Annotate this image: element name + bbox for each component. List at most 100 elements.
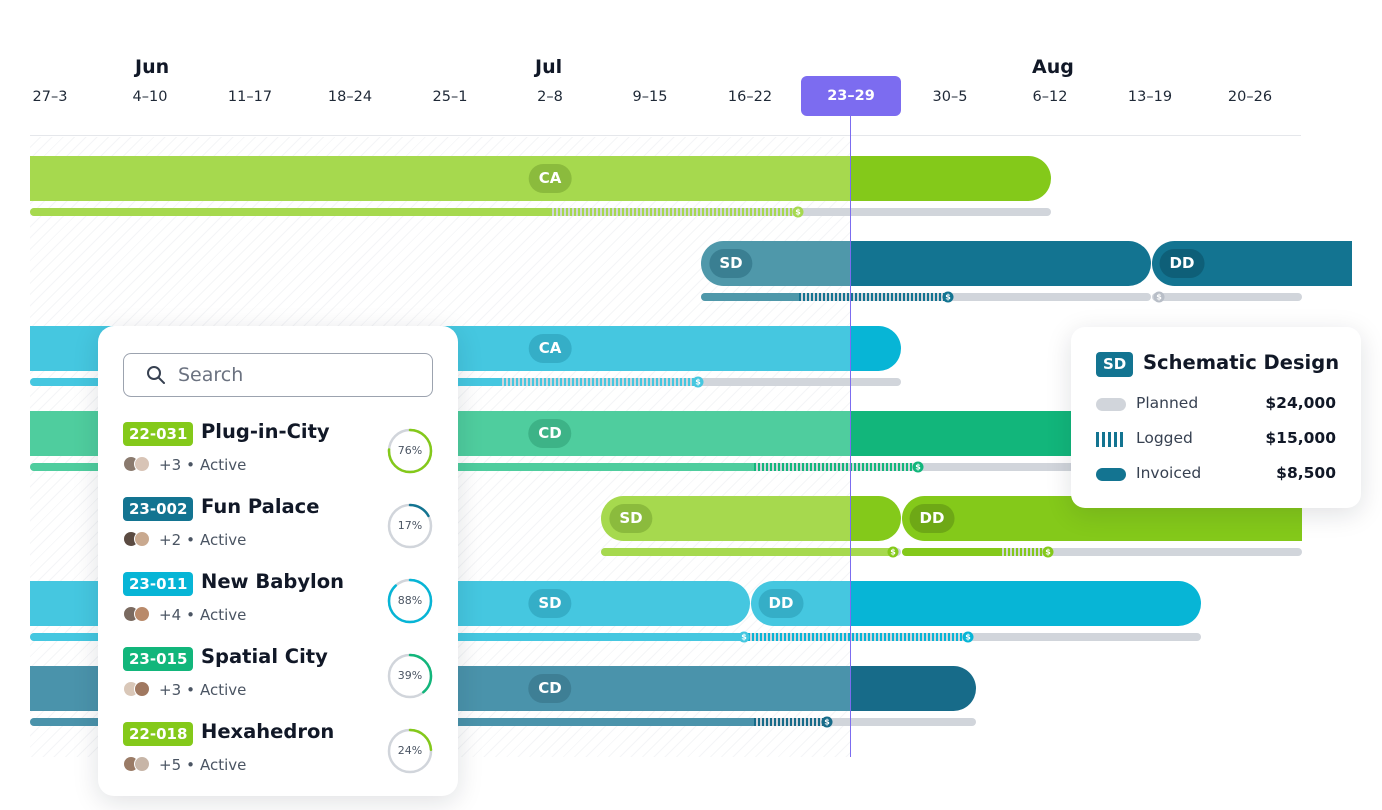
budget-track — [30, 208, 1051, 216]
today-marker-line — [850, 116, 851, 757]
budget-track — [601, 548, 901, 556]
avatar-stack — [123, 456, 157, 474]
extra-members-count: +4 — [159, 606, 182, 624]
week-column-header[interactable]: 11–17 — [227, 89, 273, 105]
project-list-item[interactable]: 22-031 Plug-in-City +3 • Active 76% — [123, 420, 443, 487]
dollar-icon: $ — [792, 206, 804, 218]
avatar-stack — [123, 531, 157, 549]
phase-label: SD — [609, 504, 653, 533]
phase-bar-dd[interactable]: DD — [1152, 241, 1352, 286]
search-placeholder: Search — [178, 364, 244, 386]
dollar-icon: $ — [942, 291, 954, 303]
week-column-header[interactable]: 16–22 — [727, 89, 773, 105]
legend-row-logged: Logged $15,000 — [1096, 428, 1336, 450]
planned-swatch — [1096, 398, 1126, 411]
avatar — [134, 681, 150, 697]
phase-label: CD — [528, 674, 572, 703]
week-column-header[interactable]: 6–12 — [1032, 89, 1068, 105]
progress-ring: 88% — [387, 578, 433, 624]
legend-label: Planned — [1136, 394, 1199, 412]
project-name: Spatial City — [201, 645, 328, 668]
project-status: Active — [199, 606, 247, 624]
project-list-item[interactable]: 23-015 Spatial City +3 • Active 39% — [123, 645, 443, 712]
week-column-header[interactable]: 25–1 — [432, 89, 468, 105]
dollar-icon: $ — [821, 716, 833, 728]
project-code-badge: 23-011 — [123, 572, 194, 596]
week-column-header[interactable]: 2–8 — [537, 89, 563, 105]
legend-row-invoiced: Invoiced $8,500 — [1096, 463, 1336, 485]
phase-label: DD — [1159, 249, 1205, 278]
project-meta: +3 • Active — [123, 456, 246, 474]
progress-ring: 17% — [387, 503, 433, 549]
dollar-icon: $ — [738, 631, 750, 643]
project-list-item[interactable]: 22-018 Hexahedron +5 • Active 24% — [123, 720, 443, 787]
budget-track — [902, 548, 1302, 556]
phase-label: SD — [709, 249, 753, 278]
extra-members-count: +3 — [159, 456, 182, 474]
extra-members-count: +3 — [159, 681, 182, 699]
project-name: Fun Palace — [201, 495, 320, 518]
project-meta: +3 • Active — [123, 681, 246, 699]
phase-bar-sd[interactable]: SD — [701, 241, 1151, 286]
week-column-header[interactable]: 30–5 — [932, 89, 968, 105]
project-status: Active — [199, 456, 247, 474]
project-code-badge: 22-018 — [123, 722, 194, 746]
phase-label: DD — [909, 504, 955, 533]
phase-legend-card: SD Schematic Design Planned $24,000 Logg… — [1071, 327, 1361, 508]
project-status: Active — [199, 756, 247, 774]
project-list-item[interactable]: 23-011 New Babylon +4 • Active 88% — [123, 570, 443, 637]
progress-percent: 17% — [397, 519, 423, 532]
week-column-header[interactable]: 20–26 — [1227, 89, 1273, 105]
current-week-header[interactable]: 23–29 — [801, 76, 901, 116]
progress-percent: 24% — [397, 744, 423, 757]
phase-bar-dd[interactable]: DD — [751, 581, 1201, 626]
avatar — [134, 756, 150, 772]
legend-amount: $15,000 — [1265, 429, 1336, 447]
extra-members-count: +2 — [159, 531, 182, 549]
week-column-header[interactable]: 4–10 — [132, 89, 168, 105]
logged-swatch — [1096, 432, 1126, 447]
phase-label: CA — [528, 164, 572, 193]
project-status: Active — [199, 681, 247, 699]
week-column-header[interactable]: 13–19 — [1127, 89, 1173, 105]
dollar-icon: $ — [1042, 546, 1054, 558]
project-meta: +5 • Active — [123, 756, 246, 774]
month-label-jun: Jun — [135, 56, 170, 78]
header-divider — [30, 135, 1301, 136]
project-name: Hexahedron — [201, 720, 335, 743]
phase-label: CD — [528, 419, 572, 448]
week-column-header[interactable]: 27–3 — [32, 89, 68, 105]
week-column-header[interactable]: 18–24 — [327, 89, 373, 105]
phase-label: SD — [528, 589, 572, 618]
dollar-icon: $ — [887, 546, 899, 558]
dollar-icon: $ — [962, 631, 974, 643]
dollar-icon: $ — [692, 376, 704, 388]
invoiced-swatch — [1096, 468, 1126, 481]
project-list-panel: Search 22-031 Plug-in-City +3 • Active 7… — [98, 326, 458, 796]
legend-amount: $24,000 — [1265, 394, 1336, 412]
progress-ring: 24% — [387, 728, 433, 774]
project-code-badge: 23-002 — [123, 497, 194, 521]
legend-amount: $8,500 — [1276, 464, 1336, 482]
phase-bar-ca[interactable]: CA — [30, 156, 1051, 201]
project-meta: +2 • Active — [123, 531, 246, 549]
extra-members-count: +5 — [159, 756, 182, 774]
project-list-item[interactable]: 23-002 Fun Palace +2 • Active 17% — [123, 495, 443, 562]
avatar-stack — [123, 606, 157, 624]
phase-bar-sd[interactable]: SD — [601, 496, 901, 541]
month-label-jul: Jul — [535, 56, 563, 78]
avatar-stack — [123, 681, 157, 699]
phase-code-badge: SD — [1096, 352, 1134, 377]
progress-percent: 39% — [397, 669, 423, 682]
budget-track — [1152, 293, 1302, 301]
avatar-stack — [123, 756, 157, 774]
week-column-header[interactable]: 9–15 — [632, 89, 668, 105]
progress-percent: 88% — [397, 594, 423, 607]
phase-label: DD — [758, 589, 804, 618]
search-input[interactable]: Search — [123, 353, 433, 397]
progress-ring: 76% — [387, 428, 433, 474]
progress-ring: 39% — [387, 653, 433, 699]
legend-label: Invoiced — [1136, 464, 1202, 482]
project-code-badge: 23-015 — [123, 647, 194, 671]
phase-label: CA — [528, 334, 572, 363]
